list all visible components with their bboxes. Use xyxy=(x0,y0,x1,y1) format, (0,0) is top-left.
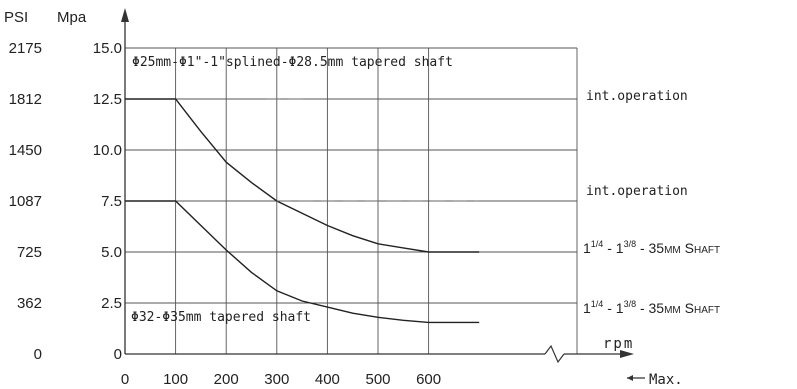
x-tick-label: 400 xyxy=(315,371,340,388)
mpa-tick-label: 10.0 xyxy=(93,142,122,159)
mpa-tick-label: 0 xyxy=(114,346,122,363)
x-tick-label: 600 xyxy=(416,371,441,388)
axes xyxy=(121,8,645,381)
series-line xyxy=(125,98,480,253)
top-series-annotation: Φ25mm-Φ1"-1"splined-Φ28.5mm tapered shaf… xyxy=(132,55,453,70)
x-axis-break xyxy=(544,344,565,364)
mpa-tick-label: 12.5 xyxy=(93,91,122,108)
x-tick-label: 500 xyxy=(365,371,390,388)
psi-tick-label: 362 xyxy=(17,295,42,312)
psi-tick-label: 2175 xyxy=(9,40,42,57)
mpa-tick-label: 5.0 xyxy=(101,244,122,261)
int-operation-label-upper: int.operation xyxy=(586,89,688,104)
psi-tick-label: 0 xyxy=(34,346,42,363)
series-group xyxy=(125,98,480,324)
psi-tick-label: 725 xyxy=(17,244,42,261)
tick-labels: 2175 15.0 1812 12.5 1450 10.0 1087 7.5 725 5.0 362… xyxy=(9,40,441,388)
mpa-tick-label: 2.5 xyxy=(101,295,122,312)
grid xyxy=(125,47,578,354)
x-axis-arrow xyxy=(620,350,634,358)
bottom-series-annotation: Φ32-Φ35mm tapered shaft xyxy=(131,310,311,325)
psi-tick-label: 1450 xyxy=(9,142,42,159)
rpm-unit-label: rpm xyxy=(603,336,634,352)
shaft-label-lower: 11/4 - 13/8 - 35MM SHAFT xyxy=(583,299,720,316)
x-tick-label: 200 xyxy=(214,371,239,388)
x-tick-label: 300 xyxy=(264,371,289,388)
psi-tick-label: 1812 xyxy=(9,91,42,108)
shaft-label-upper: 11/4 - 13/8 - 35MM SHAFT xyxy=(583,239,720,256)
max-label: Max. xyxy=(649,372,683,388)
x-tick-label: 0 xyxy=(121,371,129,388)
mpa-tick-label: 15.0 xyxy=(93,40,122,57)
series-line xyxy=(125,200,480,324)
int-operation-label-lower: int.operation xyxy=(586,184,688,199)
mpa-tick-label: 7.5 xyxy=(101,193,122,210)
mpa-unit-label: Mpa xyxy=(57,9,87,26)
psi-unit-label: PSI xyxy=(4,9,28,26)
max-indicator-arrow xyxy=(627,375,633,381)
x-tick-label: 100 xyxy=(163,371,188,388)
psi-tick-label: 1087 xyxy=(9,193,42,210)
y-axis-arrow xyxy=(121,8,129,22)
